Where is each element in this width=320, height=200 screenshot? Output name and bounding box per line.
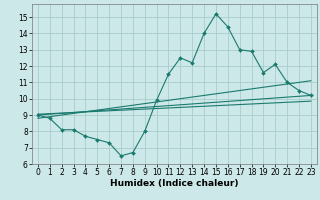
X-axis label: Humidex (Indice chaleur): Humidex (Indice chaleur) [110,179,239,188]
